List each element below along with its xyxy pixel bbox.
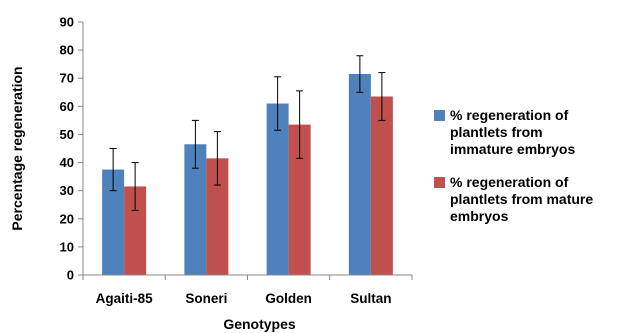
bar-mature-sultan [370,96,393,275]
x-category-label: Sultan [350,291,391,306]
x-axis-title: Genotypes [223,316,296,332]
error-bar [131,162,139,211]
bar-immature-sultan [348,74,371,275]
bars [102,74,393,276]
error-bar [296,90,304,159]
legend-swatch [434,177,445,188]
y-tick-label: 40 [60,155,74,170]
error-bar [356,55,364,93]
bar-mature-golden [288,124,311,275]
y-tick-label: 70 [60,71,74,86]
y-tick-label: 10 [60,239,74,254]
bar-immature-agaiti-85 [102,169,125,275]
legend-label-line: % regeneration of [450,107,569,123]
error-bar [213,131,221,186]
y-tick-label: 60 [60,99,74,114]
error-bar [378,72,386,121]
y-tick-label: 50 [60,127,74,142]
y-tick-label: 30 [60,183,74,198]
x-category-label: Golden [265,291,312,306]
error-bar [274,76,282,131]
error-bar [109,148,117,192]
x-category-label: Agaiti-85 [96,291,154,306]
legend-label-line: plantlets from [450,124,543,140]
y-tick-label: 20 [60,211,74,226]
legend-swatch [434,110,445,121]
bar-immature-golden [266,103,289,276]
y-axis-title: Percentage regeneration [9,66,25,230]
y-tick-label: 90 [60,15,74,30]
y-tick-label: 0 [67,268,74,283]
bar-immature-soneri [184,144,207,275]
legend-label-line: plantlets from mature [450,191,593,207]
x-axis-category-labels: Agaiti-85 Soneri Golden Sultan [82,275,413,306]
legend-label-line: embryos [450,208,509,224]
error-bar [191,119,199,169]
y-axis-ticks: 0 10 20 30 40 50 60 70 80 90 [60,15,83,283]
y-tick-label: 80 [60,43,74,58]
legend-label-line: % regeneration of [450,174,569,190]
legend-label-line: immature embryos [450,141,575,157]
bar-mature-agaiti-85 [124,186,147,275]
x-category-label: Soneri [185,291,227,306]
error-bars [109,55,386,211]
bar-mature-soneri [206,158,229,275]
